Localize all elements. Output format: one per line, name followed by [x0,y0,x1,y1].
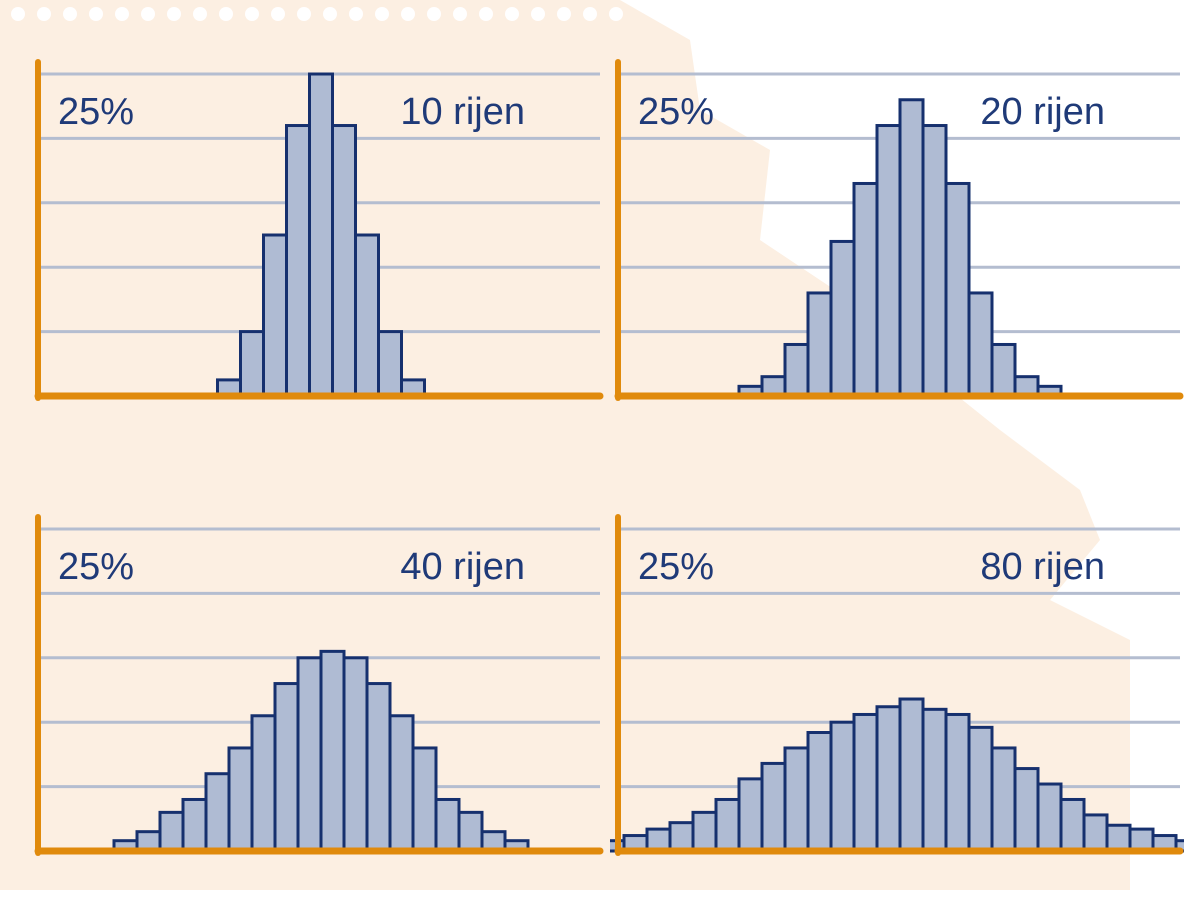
binding-hole [297,7,311,21]
binding-hole [479,7,493,21]
binding-hole [323,7,337,21]
binding-hole [453,7,467,21]
binding-hole [245,7,259,21]
histogram-bar [273,682,300,853]
chart-title: 40 rijen [400,546,525,588]
histogram-10-rows: 25% 10 rijen [30,40,620,460]
histogram-bar [691,810,718,853]
histogram-bar [829,239,856,398]
histogram-bar [967,291,994,398]
histogram-bar [181,797,208,853]
binding-hole [375,7,389,21]
histogram-bar [354,233,380,398]
histogram-bar [898,98,925,398]
paper-background [0,0,1130,890]
histogram-bar [898,697,925,853]
y-tick-label: 25% [58,546,134,588]
binding-hole [115,7,129,21]
histogram-40-rows: 25% 40 rijen [30,495,620,915]
histogram-bar [388,714,415,853]
histogram-bar [204,772,231,853]
histogram-bar [1059,797,1086,853]
histogram-bar [308,72,334,398]
binding-hole [141,7,155,21]
histogram-bar [377,330,403,398]
histogram-bar [806,731,833,853]
histogram-bar [944,181,971,398]
binding-hole [401,7,415,21]
histogram-bar [806,291,833,398]
histogram-bar [227,746,254,853]
histogram-bar [365,682,392,853]
binding-hole [37,7,51,21]
histogram-bar [668,821,695,853]
binding-hole [89,7,103,21]
binding-hole [219,7,233,21]
histogram-bar [411,746,438,853]
histogram-bar [319,649,346,853]
figure: 25% 10 rijen 25% 20 rijen 25% 40 rijen 2… [0,0,1184,890]
histogram-bar [783,746,810,853]
binding-hole [427,7,441,21]
histogram-bar [921,707,948,853]
binding-hole [63,7,77,21]
histogram-bar [250,714,277,853]
binding-hole [349,7,363,21]
histogram-bar [875,705,902,853]
histogram-bar [714,797,741,853]
binding-hole [531,7,545,21]
binding-hole [609,7,623,21]
histogram-bar [158,810,185,853]
binding-hole [167,7,181,21]
histogram-bar [829,720,856,853]
y-tick-label: 25% [638,91,714,133]
histogram-bar [296,656,323,853]
histogram-bar [1105,823,1132,853]
binding-hole [583,7,597,21]
histogram-bar [783,342,810,398]
histogram-bar [285,124,311,398]
histogram-bar [852,712,879,853]
binding-hole [557,7,571,21]
histogram-bar [1082,813,1109,853]
histogram-bar [1036,782,1063,853]
histogram-bar [967,725,994,853]
histogram-bar [331,124,357,398]
histogram-bar [434,797,461,853]
y-tick-label: 25% [638,546,714,588]
histogram-bar [944,712,971,853]
chart-title: 80 rijen [980,546,1105,588]
histogram-80-rows: 25% 80 rijen [610,495,1184,915]
histogram-bar [737,777,764,853]
histogram-bar [342,656,369,853]
histogram-bar [760,761,787,853]
binding-hole [271,7,285,21]
histogram-bar [262,233,288,398]
histogram-20-rows: 25% 20 rijen [610,40,1184,460]
binding-hole [193,7,207,21]
histogram-bar [921,124,948,398]
histogram-bar [990,342,1017,398]
chart-title: 10 rijen [400,91,525,133]
chart-title: 20 rijen [980,91,1105,133]
histogram-bar [875,124,902,398]
notepad-paper [0,0,1130,890]
histogram-bar [852,181,879,398]
binding-hole [505,7,519,21]
histogram-bar [239,330,265,398]
y-tick-label: 25% [58,91,134,133]
histogram-bar [1013,767,1040,853]
histogram-bar [990,746,1017,853]
histogram-bar [457,810,484,853]
binding-hole [11,7,25,21]
histogram-bar [1174,839,1184,853]
